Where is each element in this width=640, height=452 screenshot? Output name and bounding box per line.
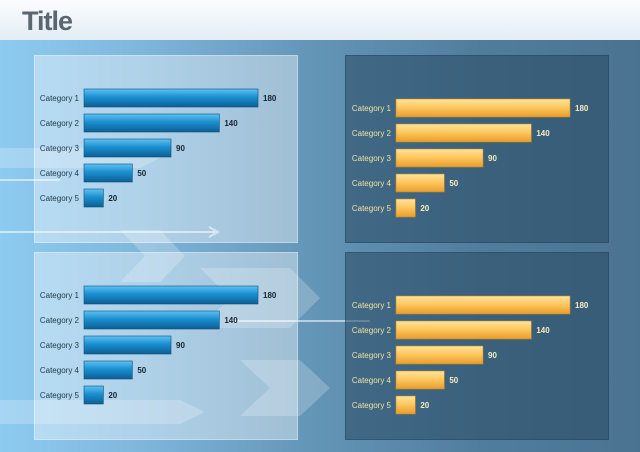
bar xyxy=(395,395,416,415)
category-label: Category 4 xyxy=(352,376,392,385)
bar xyxy=(83,163,133,183)
category-label: Category 5 xyxy=(352,401,392,410)
chevron-shape xyxy=(120,230,185,282)
bar xyxy=(83,138,172,158)
bar xyxy=(83,335,172,355)
bar xyxy=(83,385,104,405)
chevron-shape xyxy=(200,268,320,328)
bar xyxy=(83,360,133,380)
bar xyxy=(395,320,532,340)
category-label: Category 5 xyxy=(352,204,392,213)
bar xyxy=(83,113,220,133)
bar xyxy=(395,345,484,365)
bar xyxy=(83,310,220,330)
bar xyxy=(83,188,104,208)
value-label: 90 xyxy=(176,144,185,153)
category-label: Category 2 xyxy=(40,119,80,128)
value-label: 50 xyxy=(137,366,146,375)
category-label: Category 1 xyxy=(352,301,392,310)
category-label: Category 4 xyxy=(40,366,80,375)
value-label: 140 xyxy=(536,326,550,335)
category-label: Category 2 xyxy=(352,129,392,138)
category-label: Category 5 xyxy=(40,391,80,400)
category-label: Category 5 xyxy=(40,194,80,203)
chart-panel-top-right: Category 1 180 Category 2 140 Category 3 90 Ca… xyxy=(345,55,609,243)
value-label: 50 xyxy=(449,376,458,385)
chart-panel-bottom-right: Category 1 180 Category 2 140 Category 3 90 Ca… xyxy=(345,252,609,440)
value-label: 90 xyxy=(176,341,185,350)
bar xyxy=(395,370,445,390)
value-label: 20 xyxy=(420,401,429,410)
value-label: 20 xyxy=(108,391,117,400)
value-label: 140 xyxy=(224,119,238,128)
value-label: 180 xyxy=(263,291,277,300)
chevron-shape xyxy=(240,360,330,416)
category-label: Category 4 xyxy=(40,169,80,178)
category-label: Category 3 xyxy=(352,351,392,360)
value-label: 20 xyxy=(108,194,117,203)
value-label: 140 xyxy=(224,316,238,325)
arrowhead xyxy=(208,226,221,238)
chart-panel-top-left: Category 1 180 Category 2 140 Category 3 90 Ca… xyxy=(34,55,298,243)
category-label: Category 1 xyxy=(352,104,392,113)
bar-chart-top-left: Category 1 180 Category 2 140 Category 3 90 Ca… xyxy=(40,88,277,208)
value-label: 180 xyxy=(263,94,277,103)
category-label: Category 3 xyxy=(352,154,392,163)
value-label: 90 xyxy=(488,351,497,360)
bar xyxy=(395,295,571,315)
category-label: Category 2 xyxy=(40,316,80,325)
background-arrows xyxy=(0,148,370,424)
bar xyxy=(395,148,484,168)
value-label: 180 xyxy=(575,104,589,113)
bar-chart-bottom-right: Category 1 180 Category 2 140 Category 3 90 Ca… xyxy=(352,295,589,415)
bar-chart-top-right: Category 1 180 Category 2 140 Category 3 90 Ca… xyxy=(352,98,589,218)
chart-panel-bottom-left: Category 1 180 Category 2 140 Category 3 90 Ca… xyxy=(34,252,298,440)
category-label: Category 2 xyxy=(352,326,392,335)
category-label: Category 1 xyxy=(40,291,80,300)
category-label: Category 4 xyxy=(352,179,392,188)
bar xyxy=(395,98,571,118)
bar-chart-bottom-left: Category 1 180 Category 2 140 Category 3 90 Ca… xyxy=(40,285,277,405)
page-title: Title xyxy=(22,6,73,36)
bar xyxy=(395,173,445,193)
value-label: 140 xyxy=(536,129,550,138)
category-label: Category 3 xyxy=(40,144,80,153)
value-label: 180 xyxy=(575,301,589,310)
bar xyxy=(83,88,259,108)
value-label: 50 xyxy=(137,169,146,178)
value-label: 50 xyxy=(449,179,458,188)
chart-stage: Category 1 180 Category 2 140 Category 3 90 Ca… xyxy=(0,40,640,452)
bar xyxy=(395,123,532,143)
category-label: Category 3 xyxy=(40,341,80,350)
value-label: 90 xyxy=(488,154,497,163)
value-label: 20 xyxy=(420,204,429,213)
bar xyxy=(83,285,259,305)
category-label: Category 1 xyxy=(40,94,80,103)
bar xyxy=(395,198,416,218)
arrow-shape xyxy=(0,400,205,424)
title-bar: Title xyxy=(0,0,640,41)
